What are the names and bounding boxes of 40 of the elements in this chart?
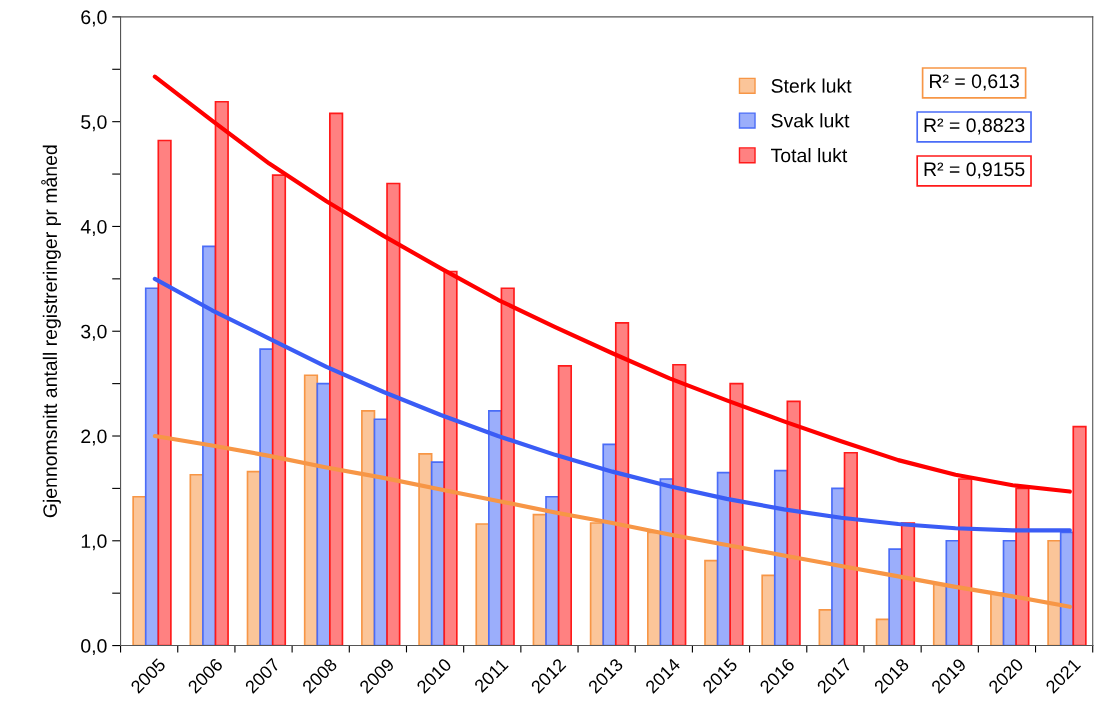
bar [157, 139, 172, 646]
bar [786, 400, 801, 646]
annotation: R² = 0,9155 [924, 162, 1025, 179]
bar [614, 322, 630, 646]
y-tick-label: 1,0 [81, 534, 107, 551]
bar [843, 451, 858, 646]
legend-label: Sterk lukt [771, 78, 852, 93]
bar [214, 100, 229, 646]
y-tick-label: 0,0 [81, 639, 107, 656]
line-series [152, 74, 1072, 494]
bar [761, 574, 776, 646]
bar [1015, 487, 1030, 646]
bar [271, 174, 287, 646]
annotation: R² = 0,8823 [924, 118, 1025, 135]
y-tick-label: 2,0 [81, 429, 107, 446]
bar [189, 473, 204, 646]
bar [132, 495, 147, 646]
bar [704, 559, 719, 646]
line-series [152, 276, 1072, 533]
bar [500, 287, 515, 646]
bar [1072, 425, 1087, 646]
bar [557, 364, 573, 646]
bar [672, 363, 687, 646]
legend-label: Total lukt [771, 148, 848, 163]
bar [259, 348, 274, 646]
annotation: R² = 0,613 [930, 74, 1019, 91]
bar [729, 382, 744, 646]
y-tick-label: 3,0 [81, 324, 107, 341]
bar [386, 182, 401, 646]
y-tick-label: 6,0 [81, 10, 107, 27]
y-tick-label: 5,0 [81, 115, 107, 132]
bar [900, 522, 916, 646]
bar [475, 523, 490, 646]
y-axis-title: Gjennomsnitt antall registreringer pr måned [41, 145, 61, 518]
legend-label: Svak lukt [771, 113, 850, 128]
y-tick-label: 4,0 [80, 219, 107, 236]
bar [443, 270, 458, 646]
bar [958, 478, 973, 646]
bar [329, 112, 344, 646]
bar [316, 382, 331, 646]
